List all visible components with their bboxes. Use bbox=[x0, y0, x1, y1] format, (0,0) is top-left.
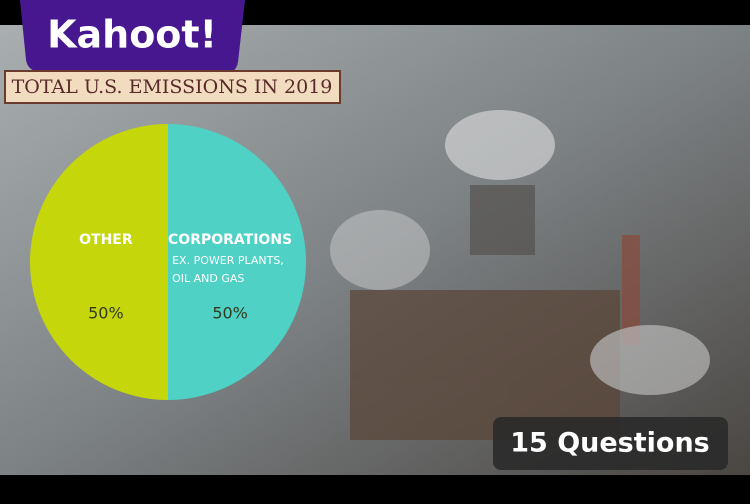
pie-slice bbox=[30, 124, 168, 400]
slice-label: CORPORATIONS bbox=[168, 232, 292, 248]
logo-bg bbox=[20, 0, 245, 75]
slice-annotation: OIL AND GAS bbox=[172, 272, 244, 285]
title-banner bbox=[4, 70, 341, 104]
value-label: 50% bbox=[212, 304, 248, 323]
slice-label: OTHER bbox=[79, 232, 133, 248]
question-count: 15 Questions bbox=[510, 428, 710, 459]
chart-title: TOTAL U.S. EMISSIONS IN 2019 bbox=[12, 76, 333, 98]
slice-annotation: EX. POWER PLANTS, bbox=[172, 254, 284, 267]
value-label: 50% bbox=[88, 304, 124, 323]
badge-bg bbox=[493, 417, 728, 470]
factory bbox=[330, 110, 710, 440]
pie-slice bbox=[168, 124, 306, 400]
logo: Kahoot! bbox=[47, 13, 217, 57]
pie: CORPORATIONS EX. POWER PLANTS, OIL AND GAS… bbox=[30, 124, 306, 400]
